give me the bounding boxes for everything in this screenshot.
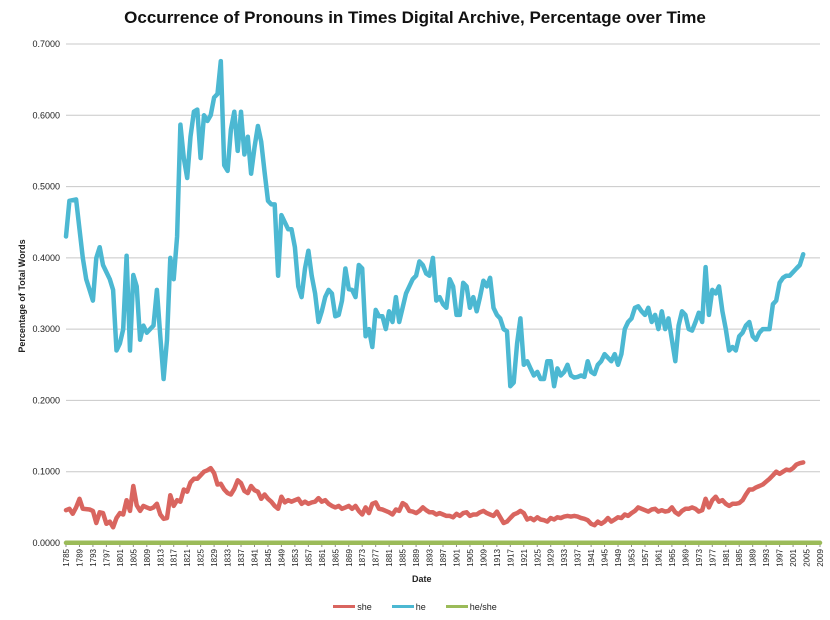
x-tick-label: 1913 [493, 548, 502, 566]
x-tick-label: 1897 [439, 548, 448, 566]
y-tick-label: 0.1000 [32, 467, 60, 477]
x-tick-label: 1949 [614, 548, 623, 566]
x-tick-label: 1813 [156, 548, 165, 566]
x-tick-label: 1829 [210, 548, 219, 566]
x-tick-label: 1917 [506, 548, 515, 566]
x-tick-label: 1809 [143, 548, 152, 566]
x-tick-label: 1845 [264, 548, 273, 566]
x-tick-label: 1797 [102, 548, 111, 566]
x-tick-label: 1873 [358, 548, 367, 566]
x-tick-label: 1877 [372, 548, 381, 566]
legend-swatch [391, 605, 414, 608]
x-tick-label: 1833 [224, 548, 233, 566]
x-tick-label: 1925 [533, 548, 542, 566]
x-tick-label: 1937 [574, 548, 583, 566]
x-tick-label: 1793 [89, 548, 98, 566]
x-tick-label: 1933 [560, 548, 569, 566]
y-tick-label: 0.7000 [32, 39, 60, 49]
legend: she he he/she [0, 600, 830, 612]
x-tick-label: 1997 [776, 548, 785, 566]
legend-label: he/she [469, 601, 497, 612]
x-tick-label: 1941 [587, 548, 596, 566]
x-tick-label: 1857 [304, 548, 313, 566]
x-tick-label: 2009 [816, 548, 825, 566]
x-tick-label: 1909 [479, 548, 488, 566]
x-tick-label: 1817 [170, 548, 179, 566]
x-tick-label: 1825 [197, 548, 206, 566]
x-tick-label: 1789 [75, 548, 84, 566]
legend-label: she [357, 601, 372, 612]
x-tick-label: 1881 [385, 548, 394, 566]
x-tick-label: 1861 [318, 548, 327, 566]
y-tick-label: 0.5000 [32, 182, 60, 192]
x-tick-label: 1905 [466, 548, 475, 566]
x-tick-label: 1981 [722, 548, 731, 566]
x-tick-label: 1885 [399, 548, 408, 566]
x-tick-label: 1953 [628, 548, 637, 566]
legend-swatch [445, 605, 468, 608]
x-tick-label: 1945 [601, 548, 610, 566]
series-line-she [63, 460, 806, 530]
y-tick-label: 0.6000 [32, 110, 60, 120]
x-tick-label: 2001 [789, 548, 798, 566]
x-tick-label: 1973 [695, 548, 704, 566]
x-tick-label: 1965 [668, 548, 677, 566]
chart-title: Occurrence of Pronouns in Times Digital … [124, 8, 706, 27]
x-tick-label: 1785 [62, 548, 71, 566]
x-tick-label: 1969 [681, 548, 690, 566]
x-tick-label: 1865 [331, 548, 340, 566]
x-tick-label: 1853 [291, 548, 300, 566]
x-tick-label: 1849 [277, 548, 286, 566]
y-tick-label: 0.2000 [32, 395, 60, 405]
x-tick-label: 1961 [654, 548, 663, 566]
x-tick-label: 2005 [803, 548, 812, 566]
x-tick-label: 1993 [762, 548, 771, 566]
x-tick-label: 1889 [412, 548, 421, 566]
series-line-he [63, 58, 806, 389]
x-tick-label: 1921 [520, 548, 529, 566]
y-tick-label: 0.4000 [32, 253, 60, 263]
x-axis-title: Date [412, 574, 432, 584]
x-tick-label: 1869 [345, 548, 354, 566]
x-tick-label: 1929 [547, 548, 556, 566]
x-tick-label: 1893 [426, 548, 435, 566]
x-tick-label: 1805 [129, 548, 138, 566]
legend-item: he/she [445, 601, 497, 612]
y-tick-label: 0.0000 [32, 538, 60, 548]
series-lines [63, 58, 823, 546]
x-tick-label: 1841 [251, 548, 260, 566]
x-tick-label: 1821 [183, 548, 192, 566]
x-tick-label: 1989 [749, 548, 758, 566]
y-tick-label: 0.3000 [32, 324, 60, 334]
legend-item: she [333, 602, 372, 612]
legend-label: he [415, 601, 426, 612]
x-tick-label: 1901 [452, 548, 461, 566]
x-tick-label: 1985 [735, 548, 744, 566]
x-tick-label: 1957 [641, 548, 650, 566]
y-axis-title: Percentage of Total Words [17, 239, 27, 353]
legend-item: he [391, 601, 426, 612]
legend-swatch [333, 605, 356, 608]
x-tick-label: 1837 [237, 548, 246, 566]
x-tick-label: 1977 [708, 548, 717, 566]
x-tick-label: 1801 [116, 548, 125, 566]
